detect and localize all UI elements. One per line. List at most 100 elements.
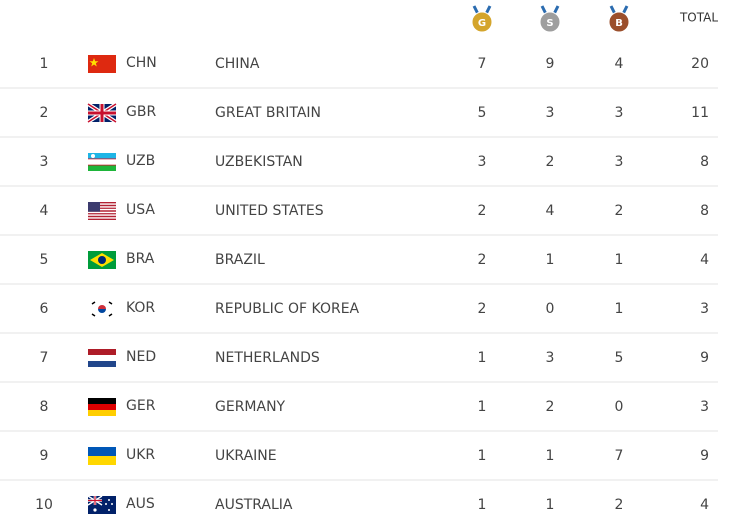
silver-count: 2 [546,399,555,415]
medal-letter: S [546,18,553,29]
flag-part [88,203,116,219]
country-name: CHINA [215,56,260,72]
bronze-count: 3 [615,154,624,170]
flag-part [91,301,113,317]
flag-part [88,447,116,456]
country-name: BRAZIL [215,252,265,268]
country-name: GREAT BRITAIN [215,105,321,121]
country-name: UZBEKISTAN [215,154,303,170]
country-name: GERMANY [215,399,286,415]
flag-part [89,58,99,67]
silver-count: 3 [546,350,555,366]
flag-part [108,509,110,511]
flag-part [108,499,110,501]
country-name: AUSTRALIA [215,497,293,513]
country-code: GER [126,398,156,414]
medal-icon [471,11,493,33]
flag-part [88,456,116,465]
silver-count: 4 [546,203,555,219]
country-code: UKR [126,447,155,463]
silver-count: 3 [546,105,555,121]
bronze-count: 0 [615,399,624,415]
bronze-count: 4 [615,56,624,72]
flag-part [88,153,116,159]
medal-letter: B [615,18,623,29]
flag [88,300,116,318]
country-name: UNITED STATES [215,203,324,219]
country-code: NED [126,349,156,365]
silver-count: 9 [546,56,555,72]
rank: 4 [40,203,49,219]
flag-part [88,355,116,361]
silver-count: 1 [546,448,555,464]
country-code: CHN [126,55,157,71]
total-count: 8 [700,203,709,219]
country-code: GBR [126,104,156,120]
bronze-count: 1 [615,252,624,268]
flag [87,495,116,514]
country-code: AUS [126,496,155,512]
flag-part [88,104,116,122]
total-count: 3 [700,301,709,317]
medal-icon [608,11,630,33]
country-name: NETHERLANDS [215,350,320,366]
country-code: BRA [126,251,155,267]
rank: 2 [40,105,49,121]
gold-count: 2 [478,203,487,219]
gold-count: 7 [478,56,487,72]
silver-count: 0 [546,301,555,317]
flag [88,398,116,416]
gold-count: 1 [478,399,487,415]
flag-part [88,404,116,410]
flag [88,447,116,465]
silver-count: 1 [546,497,555,513]
total-count: 4 [700,252,709,268]
bronze-count: 3 [615,105,624,121]
flag-part [88,159,116,165]
flag-part [88,349,116,355]
country-name: UKRAINE [215,448,277,464]
bronze-count: 1 [615,301,624,317]
gold-count: 2 [478,252,487,268]
rank: 7 [40,350,49,366]
country-code: KOR [126,300,155,316]
medal-icon [539,11,561,33]
rank: 10 [35,497,53,513]
flag-part [98,309,106,313]
gold-count: 3 [478,154,487,170]
flag-part [88,496,102,505]
silver-count: 1 [546,252,555,268]
flag-part [98,256,106,264]
total-count: 9 [700,350,709,366]
rank: 9 [40,448,49,464]
bronze-count: 2 [615,497,624,513]
flag-part [105,503,107,505]
flag-part [88,361,116,367]
flag [88,153,116,171]
country-code: USA [126,202,155,218]
gold-count: 2 [478,301,487,317]
gold-count: 1 [478,350,487,366]
gold-count: 1 [478,497,487,513]
gold-count: 1 [478,448,487,464]
flag [88,202,116,220]
flag-part [98,305,106,309]
gold-count: 5 [478,105,487,121]
flag-part [91,154,95,158]
total-count: 11 [691,105,709,121]
rank: 8 [40,399,49,415]
total-header: TOTAL [679,11,718,25]
flag-part [88,202,100,212]
total-count: 8 [700,154,709,170]
flag-part [88,398,116,404]
flag-part [88,165,116,171]
total-count: 9 [700,448,709,464]
rank: 1 [40,56,49,72]
medal-letter: G [478,18,486,29]
bronze-count: 5 [615,350,624,366]
country-code: UZB [126,153,155,169]
flag-part [111,503,113,505]
rank: 3 [40,154,49,170]
total-count: 3 [700,399,709,415]
